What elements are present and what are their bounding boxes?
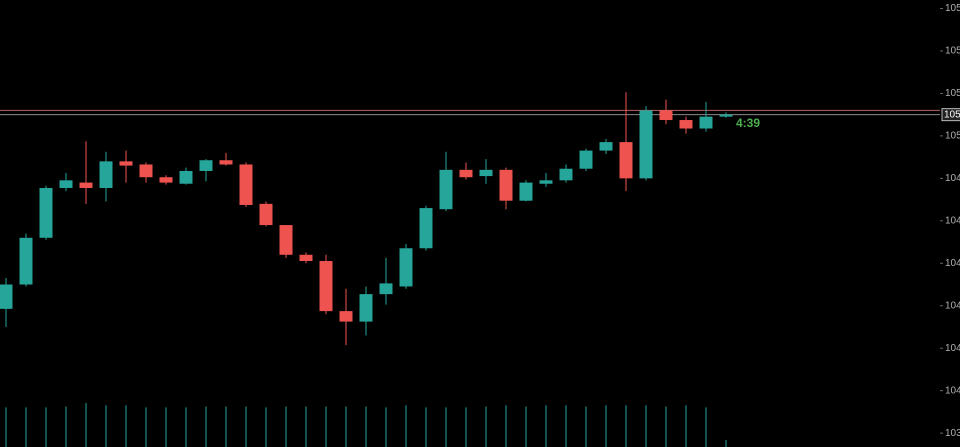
candle-body [59, 180, 73, 188]
candle-body [559, 168, 573, 181]
candle-body [599, 142, 613, 151]
candle-body [579, 150, 593, 169]
candle-body [659, 110, 673, 121]
candle-body [399, 248, 413, 287]
y-tick-label: 105 [945, 46, 960, 57]
y-tick-label: 104 [945, 258, 960, 269]
candle-body [299, 254, 313, 262]
candle-body [99, 161, 113, 188]
candle-body [419, 208, 433, 249]
candle-body [479, 169, 493, 177]
candle-body [719, 114, 733, 117]
candle-body [439, 169, 453, 210]
candle-body [79, 182, 93, 188]
candle-body [679, 120, 693, 129]
candle-body [339, 311, 353, 322]
y-tick-label: 104 [945, 215, 960, 226]
y-tick-label: 104 [945, 343, 960, 354]
candle-timer: 4:39 [736, 116, 760, 130]
price-tag-label: 105 [944, 109, 960, 120]
candle-body [119, 161, 133, 166]
candle-body [279, 225, 293, 255]
y-tick-label: 105 [945, 88, 960, 99]
candle-body [179, 170, 193, 184]
candle-body [199, 160, 213, 171]
y-tick-label: 105 [945, 131, 960, 142]
y-tick-label: 104 [945, 300, 960, 311]
price-tag [941, 108, 960, 122]
candle-body [0, 284, 13, 309]
candle-body [619, 142, 633, 179]
candle-body [499, 169, 513, 201]
candle-body [639, 110, 653, 179]
candle-body [219, 160, 233, 165]
candle-body [319, 261, 333, 312]
candle-body [239, 164, 253, 205]
candle-body [39, 187, 53, 238]
y-tick-label: 104 [945, 173, 960, 184]
candle-body [159, 177, 173, 183]
candle-body [19, 237, 33, 285]
candle-body [519, 182, 533, 201]
y-tick-label: 103 [945, 428, 960, 439]
candle-body [259, 203, 273, 226]
candle-body [459, 169, 473, 178]
candle-body [359, 294, 373, 322]
y-tick-label: 105 [945, 3, 960, 14]
candle-body [699, 116, 713, 129]
candle-body [139, 164, 153, 178]
y-tick-label: 104 [945, 385, 960, 396]
candle-body [539, 180, 553, 184]
candle-body [379, 283, 393, 295]
